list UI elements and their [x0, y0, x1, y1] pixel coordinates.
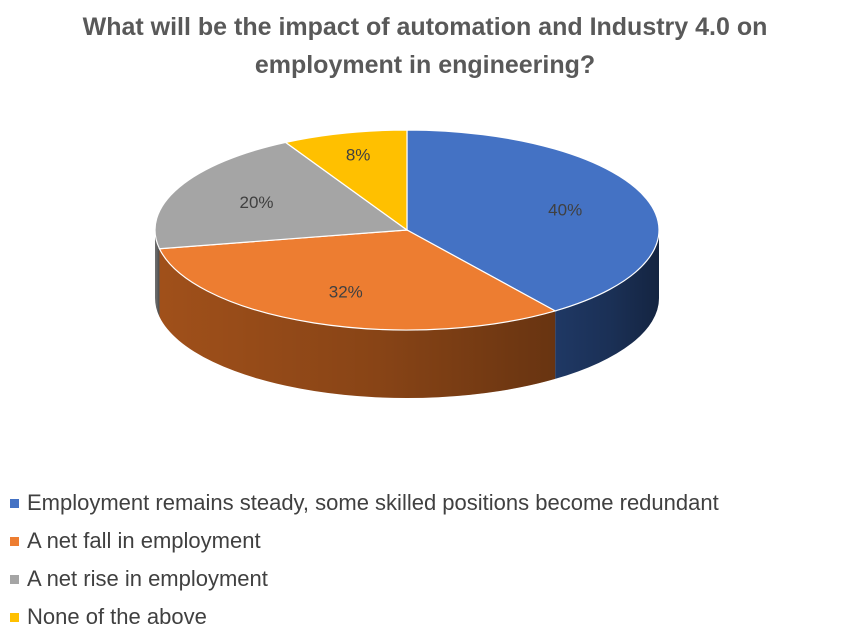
slice-label-steady: 40% — [548, 201, 582, 220]
slice-label-net-fall: 32% — [329, 282, 363, 301]
pie-side-shade-net-fall — [159, 248, 556, 398]
legend-swatch-none — [10, 612, 19, 622]
legend: Employment remains steady, some skilled … — [10, 484, 719, 636]
legend-item-none: None of the above — [10, 598, 719, 636]
pie-slice-net-fall — [158, 229, 557, 331]
legend-item-net-fall: A net fall in employment — [10, 522, 719, 560]
pie-slice-steady — [406, 129, 660, 312]
legend-swatch-net-rise — [10, 574, 19, 584]
legend-swatch-net-fall — [10, 536, 19, 546]
pie-slice-net-rise — [154, 141, 409, 250]
pie-side-shade-steady — [555, 230, 659, 379]
chart-title: What will be the impact of automation an… — [0, 8, 850, 84]
legend-label-none: None of the above — [27, 604, 207, 629]
legend-swatch-steady — [10, 498, 19, 508]
chart-title-line-1: What will be the impact of automation an… — [82, 13, 768, 41]
pie-slice-none — [284, 129, 408, 232]
legend-item-net-rise: A net rise in employment — [10, 560, 719, 598]
slice-label-net-rise: 20% — [239, 193, 273, 212]
pie-side-shade-net-rise — [155, 230, 160, 317]
pie-chart: 40% 32% 20% 8% — [154, 129, 660, 398]
legend-label-net-rise: A net rise in employment — [27, 566, 268, 591]
legend-label-steady: Employment remains steady, some skilled … — [27, 490, 719, 515]
legend-item-steady: Employment remains steady, some skilled … — [10, 484, 719, 522]
legend-label-net-fall: A net fall in employment — [27, 528, 261, 553]
chart-title-line-2: employment in engineering? — [254, 51, 596, 79]
slice-label-none: 8% — [346, 145, 371, 164]
